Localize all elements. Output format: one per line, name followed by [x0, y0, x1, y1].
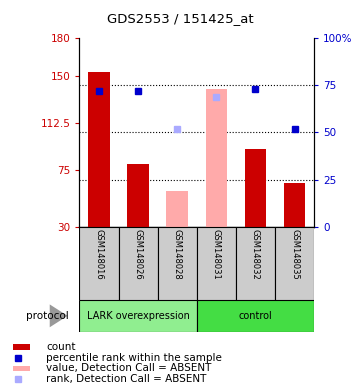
Bar — [197, 300, 314, 332]
Text: GSM148028: GSM148028 — [173, 229, 182, 280]
Text: GSM148032: GSM148032 — [251, 229, 260, 280]
Bar — [79, 227, 118, 300]
Text: GSM148016: GSM148016 — [95, 229, 104, 280]
Text: GSM148026: GSM148026 — [134, 229, 143, 280]
Bar — [127, 164, 149, 227]
Bar — [275, 227, 314, 300]
Bar — [118, 227, 158, 300]
Bar — [88, 72, 110, 227]
Text: protocol: protocol — [26, 311, 69, 321]
Bar — [158, 227, 197, 300]
Text: percentile rank within the sample: percentile rank within the sample — [47, 353, 222, 362]
Bar — [245, 149, 266, 227]
Bar — [236, 227, 275, 300]
Text: GDS2553 / 151425_at: GDS2553 / 151425_at — [107, 12, 254, 25]
Text: LARK overexpression: LARK overexpression — [87, 311, 190, 321]
Bar — [205, 89, 227, 227]
Text: count: count — [47, 342, 76, 352]
Bar — [13, 344, 30, 350]
Text: rank, Detection Call = ABSENT: rank, Detection Call = ABSENT — [47, 374, 207, 384]
Bar — [284, 183, 305, 227]
Text: GSM148031: GSM148031 — [212, 229, 221, 280]
Bar — [197, 227, 236, 300]
Bar — [13, 366, 30, 371]
Polygon shape — [50, 305, 68, 327]
Text: value, Detection Call = ABSENT: value, Detection Call = ABSENT — [47, 363, 212, 373]
Bar — [166, 192, 188, 227]
Bar — [79, 300, 197, 332]
Text: control: control — [239, 311, 272, 321]
Text: GSM148035: GSM148035 — [290, 229, 299, 280]
